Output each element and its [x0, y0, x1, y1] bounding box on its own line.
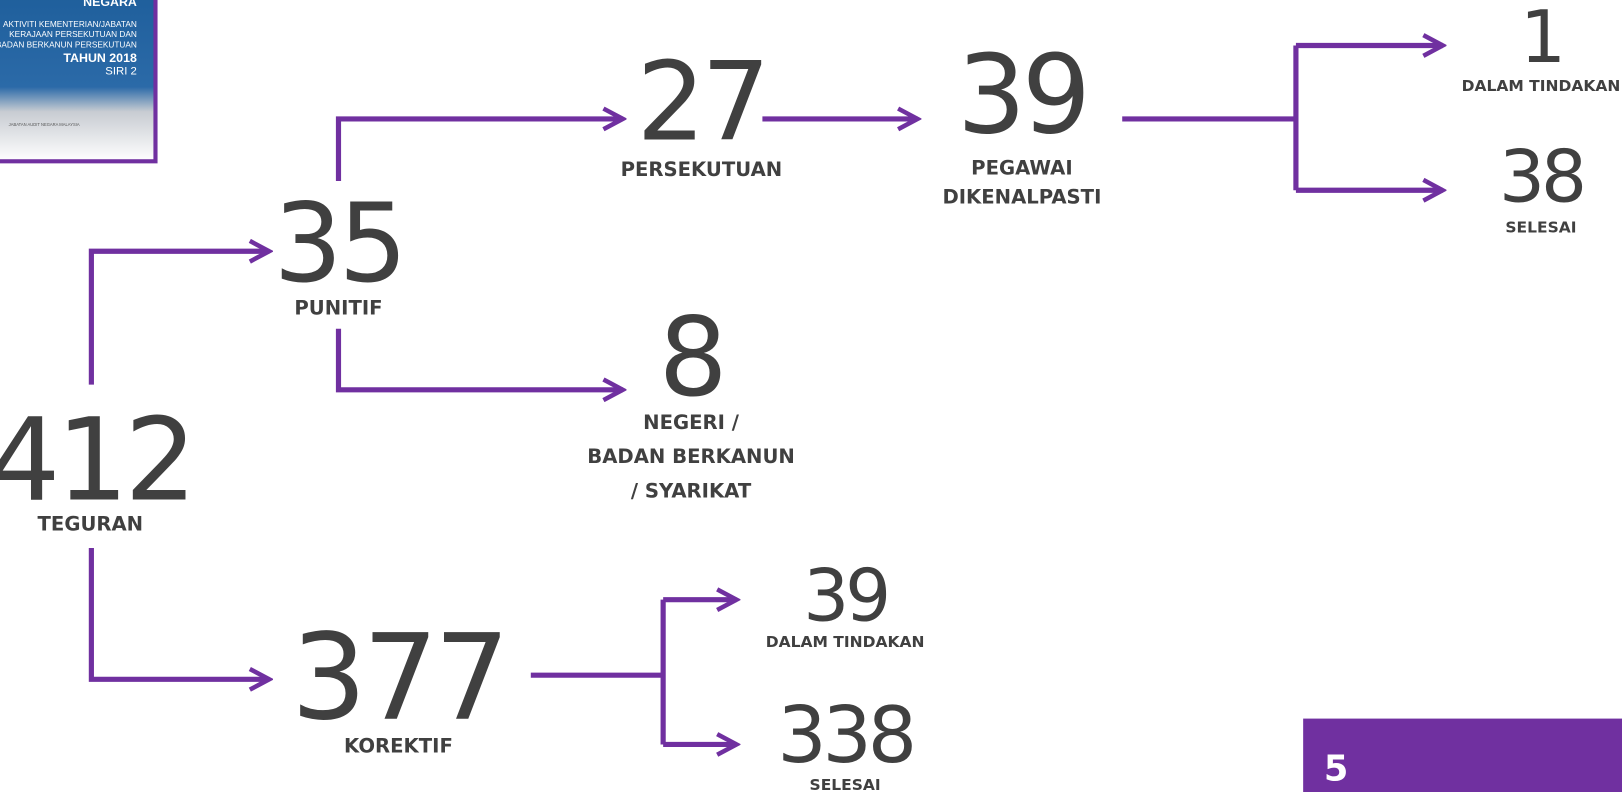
node-label: NEGERI / — [643, 411, 740, 434]
cover-series: SIRI 2 — [105, 65, 137, 77]
node-label: SELESAI — [810, 776, 881, 792]
diagram: NEGARA AKTIVITI KEMENTERIAN/JABATAN KERA… — [0, 0, 1622, 792]
node-label: DIKENALPASTI — [942, 186, 1101, 209]
node-value: 338 — [777, 691, 913, 781]
node-label: TEGURAN — [38, 512, 144, 535]
node-value: 39 — [803, 554, 887, 638]
cover-title: NEGARA — [83, 0, 137, 9]
node-value: 8 — [659, 294, 724, 421]
node-label: BADAN BERKANUN — [587, 445, 795, 468]
cover-publisher: JABATAN AUDIT NEGARA MALAYSIA — [9, 122, 80, 127]
node-value: 1 — [1520, 0, 1562, 80]
node-value: 27 — [636, 39, 766, 166]
node-label: PUNITIF — [294, 296, 382, 319]
node-value: 35 — [274, 180, 404, 307]
node-value: 38 — [1499, 136, 1583, 220]
node-label: PEGAWAI — [971, 157, 1072, 180]
page-number: 5 — [1324, 749, 1348, 790]
arrow — [91, 251, 269, 384]
node-label: KOREKTIF — [344, 735, 453, 758]
cover-line: KERAJAAN PERSEKUTUAN DAN — [9, 30, 137, 39]
node-label: / SYARIKAT — [631, 479, 752, 502]
connector — [531, 600, 663, 745]
page-tab — [1303, 719, 1622, 792]
page-number-box: 5 — [1303, 719, 1622, 792]
cover-line: BADAN BERKANUN PERSEKUTUAN — [0, 41, 137, 50]
report-cover: NEGARA AKTIVITI KEMENTERIAN/JABATAN KERA… — [0, 0, 155, 161]
arrow — [338, 329, 622, 390]
node-value: 39 — [957, 31, 1087, 158]
node-value: 377 — [291, 610, 506, 748]
node-label: DALAM TINDAKAN — [1462, 77, 1621, 95]
cover-year: TAHUN 2018 — [63, 51, 137, 65]
arrow — [91, 548, 269, 679]
node-value: 412 — [0, 393, 193, 526]
node-label: SELESAI — [1505, 219, 1576, 237]
cover-line: AKTIVITI KEMENTERIAN/JABATAN — [3, 20, 137, 29]
arrow — [338, 119, 622, 181]
node-label: PERSEKUTUAN — [621, 158, 783, 181]
node-label: DALAM TINDAKAN — [766, 633, 925, 651]
connector — [1122, 45, 1296, 190]
